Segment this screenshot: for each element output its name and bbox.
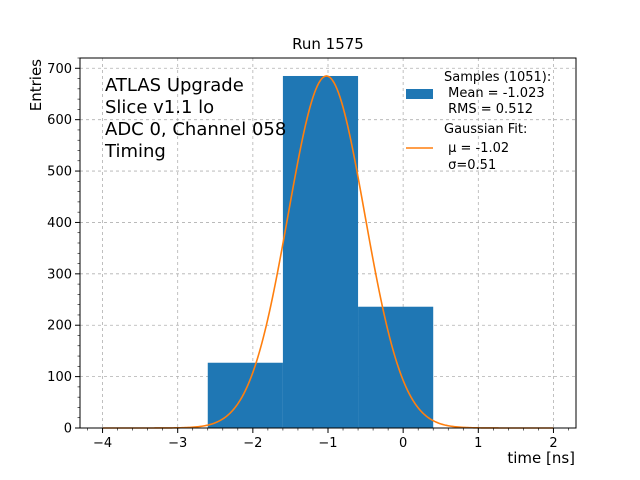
- legend-text-histogram: Mean = -1.023: [444, 86, 545, 101]
- legend-text-histogram: RMS = 0.512: [444, 102, 533, 117]
- y-tick-label: 400: [47, 216, 72, 231]
- legend-text-fit: μ = -1.02: [444, 141, 509, 156]
- legend-text-histogram: Samples (1051):: [444, 70, 551, 85]
- y-axis-title: Entries: [27, 59, 45, 111]
- x-tick-label: −1: [318, 436, 337, 451]
- chart-title: Run 1575: [292, 35, 364, 53]
- histogram-bar: [282, 75, 359, 428]
- legend: Samples (1051): Mean = -1.023 RMS = 0.51…: [406, 70, 551, 173]
- x-tick-label: −2: [243, 436, 262, 451]
- x-axis-ticks: −4 −3 −2 −1 0 1 2: [93, 428, 558, 451]
- annotation-line: ATLAS Upgrade: [105, 75, 244, 96]
- annotation-line: Timing: [104, 141, 166, 162]
- y-tick-label: 500: [47, 165, 72, 180]
- y-tick-label: 700: [47, 62, 72, 77]
- y-tick-label: 200: [47, 319, 72, 334]
- annotation-line: ADC 0, Channel 058: [105, 119, 286, 140]
- x-tick-label: 1: [474, 436, 482, 451]
- x-tick-label: −4: [93, 436, 112, 451]
- x-tick-label: 2: [549, 436, 557, 451]
- legend-swatch-histogram: [406, 89, 433, 99]
- y-tick-label: 300: [47, 267, 72, 282]
- annotation-block: ATLAS Upgrade Slice v1.1 lo ADC 0, Chann…: [104, 75, 286, 162]
- x-axis-title: time [ns]: [507, 449, 575, 467]
- y-tick-label: 0: [64, 422, 72, 437]
- y-tick-label: 100: [47, 370, 72, 385]
- minor-ticks: [77, 57, 569, 431]
- y-tick-label: 600: [47, 113, 72, 128]
- legend-text-fit: Gaussian Fit:: [444, 122, 527, 137]
- histogram-bar: [207, 362, 283, 428]
- histogram-bar: [358, 306, 434, 428]
- annotation-line: Slice v1.1 lo: [105, 97, 214, 118]
- y-axis-ticks: 0 100 200 300 400 500 600 700: [47, 62, 80, 437]
- histogram-bars: [207, 75, 434, 428]
- x-tick-label: −3: [168, 436, 187, 451]
- legend-text-fit: σ=0.51: [444, 158, 496, 173]
- x-tick-label: 0: [399, 436, 407, 451]
